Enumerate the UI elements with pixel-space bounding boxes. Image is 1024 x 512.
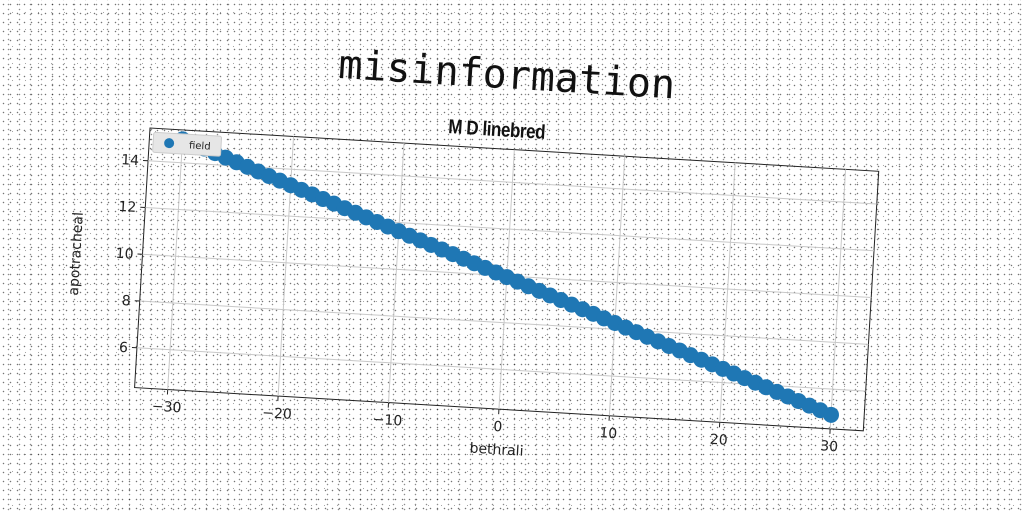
grid-line-x	[829, 169, 847, 429]
data-points	[174, 131, 840, 423]
legend-marker	[164, 138, 175, 149]
x-axis-label: bethrali	[469, 441, 524, 460]
grid-line-y	[145, 207, 875, 252]
grid-line-y	[148, 160, 877, 205]
y-tick-label: 10	[115, 246, 134, 263]
legend-label: field	[189, 140, 211, 152]
y-tick-label: 14	[121, 152, 140, 169]
x-tick-label: 10	[599, 425, 618, 442]
grid-line-y	[139, 300, 869, 345]
x-tick-label: 20	[709, 432, 728, 449]
y-axis-label: apotracheal	[66, 212, 87, 296]
x-tick-label: 0	[493, 419, 503, 436]
plot-area: −30 −20 −10 0 10 20 30 6 8 10 12 14 bethrali apotr…	[66, 127, 880, 460]
x-tick-label: 30	[820, 438, 839, 455]
grid-line-x	[608, 156, 626, 416]
grid-line-x	[388, 143, 405, 403]
y-tick-label: 6	[119, 340, 129, 357]
grid-line-x	[719, 162, 736, 423]
legend-box	[152, 131, 223, 157]
x-tick-label: −20	[262, 405, 292, 423]
legend: field	[152, 131, 223, 157]
grid-line-x	[167, 129, 184, 390]
y-tick-label: 12	[118, 199, 137, 216]
grid	[136, 129, 877, 429]
y-ticks: 6 8 10 12 14	[115, 152, 149, 357]
y-tick-label: 8	[121, 293, 131, 310]
data-point	[823, 406, 840, 423]
x-ticks: −30 −20 −10 0 10 20 30	[151, 389, 839, 455]
x-tick-label: −10	[372, 412, 402, 430]
x-tick-label: −30	[151, 399, 181, 417]
